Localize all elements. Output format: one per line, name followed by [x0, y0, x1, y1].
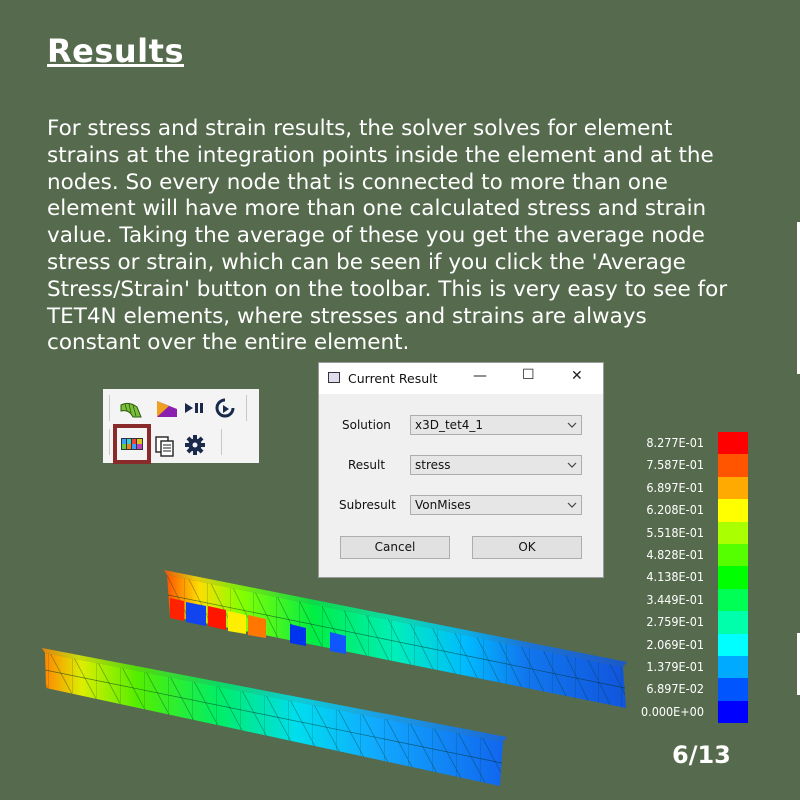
body-line: value. Taking the average of these you g… — [47, 223, 705, 249]
subresult-label: Subresult — [339, 498, 396, 512]
beam-mesh-line — [44, 669, 503, 764]
element-patch — [330, 632, 346, 654]
element-patch — [186, 602, 206, 626]
legend-label: 6.897E-02 — [646, 681, 704, 697]
average-stress-strain-icon[interactable] — [120, 433, 144, 455]
body-line: nodes. So every node that is connected t… — [47, 169, 668, 195]
maximize-button[interactable]: ☐ — [522, 367, 535, 383]
element-patch — [208, 606, 226, 630]
average-button-highlight — [113, 424, 151, 464]
page-number: 6/13 — [672, 741, 731, 769]
legend-label: 5.518E-01 — [646, 524, 704, 540]
beam-mesh — [45, 653, 503, 786]
legend-label: 7.587E-01 — [646, 457, 704, 473]
slide-title: Results — [47, 32, 184, 70]
legend-label: 4.828E-01 — [646, 547, 704, 562]
play-pause-icon[interactable] — [183, 397, 207, 419]
close-button[interactable]: ✕ — [571, 368, 583, 384]
legend-swatch — [718, 566, 748, 589]
result-value: stress — [415, 458, 451, 472]
legend-label: 3.449E-01 — [646, 591, 704, 607]
legend-label: 6.208E-01 — [646, 502, 704, 518]
current-result-dialog: Current Result — ☐ ✕ Solution x3D_tet4_1… — [318, 362, 604, 578]
toolbar-separator — [246, 395, 247, 421]
solution-label: Solution — [342, 418, 391, 432]
legend-swatch — [718, 678, 748, 701]
chevron-down-icon — [567, 419, 577, 433]
color-legend: 8.277E-01 7.587E-01 6.897E-01 6.208E-01 5.51… — [622, 432, 752, 727]
gear-icon[interactable] — [183, 434, 207, 456]
cancel-button[interactable]: Cancel — [340, 536, 450, 559]
edge-marker — [797, 222, 800, 374]
body-line: element will have more than one calculat… — [47, 196, 707, 222]
solution-value: x3D_tet4_1 — [415, 418, 484, 432]
element-patch — [290, 624, 306, 646]
legend-swatch — [718, 432, 748, 455]
ok-button[interactable]: OK — [472, 536, 582, 559]
dialog-title: Current Result — [348, 371, 438, 386]
legend-swatch — [718, 476, 748, 500]
dialog-titlebar: Current Result — ☐ ✕ — [319, 363, 603, 394]
element-patch — [170, 598, 184, 621]
beam-top-face — [42, 648, 507, 742]
element-patch — [248, 615, 266, 638]
app-icon — [328, 372, 340, 383]
body-line: constant over the entire element. — [47, 330, 410, 356]
legend-swatch — [718, 454, 748, 477]
toolbar-separator — [221, 429, 222, 455]
chevron-down-icon — [567, 499, 577, 513]
toolbar-separator — [109, 429, 110, 455]
result-label: Result — [348, 458, 386, 472]
legend-swatch — [718, 656, 748, 679]
legend-swatch — [718, 499, 748, 522]
legend-swatch — [718, 521, 748, 544]
copy-icon[interactable] — [153, 435, 177, 457]
legend-label: 2.069E-01 — [646, 636, 704, 652]
legend-label: 2.759E-01 — [646, 614, 704, 630]
chevron-down-icon — [567, 459, 577, 473]
legend-label: 0.000E+00 — [640, 703, 704, 719]
legend-swatch — [718, 544, 748, 567]
deform-icon[interactable] — [155, 397, 179, 419]
body-line: Stress/Strain' button on the toolbar. Th… — [47, 276, 728, 302]
legend-label: 6.897E-01 — [646, 479, 704, 495]
refresh-icon[interactable] — [213, 397, 237, 419]
beam-mesh-line — [167, 594, 626, 689]
edge-marker — [797, 633, 800, 695]
legend-label: 4.138E-01 — [646, 569, 704, 585]
legend-label: 8.277E-01 — [646, 435, 704, 450]
body-text: For stress and strain results, the solve… — [47, 116, 767, 357]
mesh-icon[interactable] — [119, 397, 143, 419]
body-line: For stress and strain results, the solve… — [47, 116, 673, 141]
subresult-value: VonMises — [415, 498, 471, 512]
nodal-beam — [42, 648, 507, 786]
legend-swatch — [718, 700, 748, 724]
element-patch — [228, 611, 246, 634]
legend-swatch — [718, 611, 748, 634]
beam-top-face — [164, 570, 627, 667]
legend-swatch — [718, 633, 748, 656]
minimize-button[interactable]: — — [473, 368, 487, 384]
toolbar-separator — [109, 395, 110, 421]
legend-swatch — [718, 588, 748, 612]
subresult-select[interactable]: VonMises — [410, 495, 582, 515]
solution-select[interactable]: x3D_tet4_1 — [410, 415, 582, 435]
legend-label: 1.379E-01 — [646, 659, 704, 674]
body-line: strains at the integration points inside… — [47, 142, 714, 168]
averaged-beam — [164, 570, 627, 708]
result-select[interactable]: stress — [410, 455, 582, 475]
body-line: stress or strain, which can be seen if y… — [47, 249, 686, 275]
body-line: TET4N elements, where stresses and strai… — [47, 303, 647, 329]
